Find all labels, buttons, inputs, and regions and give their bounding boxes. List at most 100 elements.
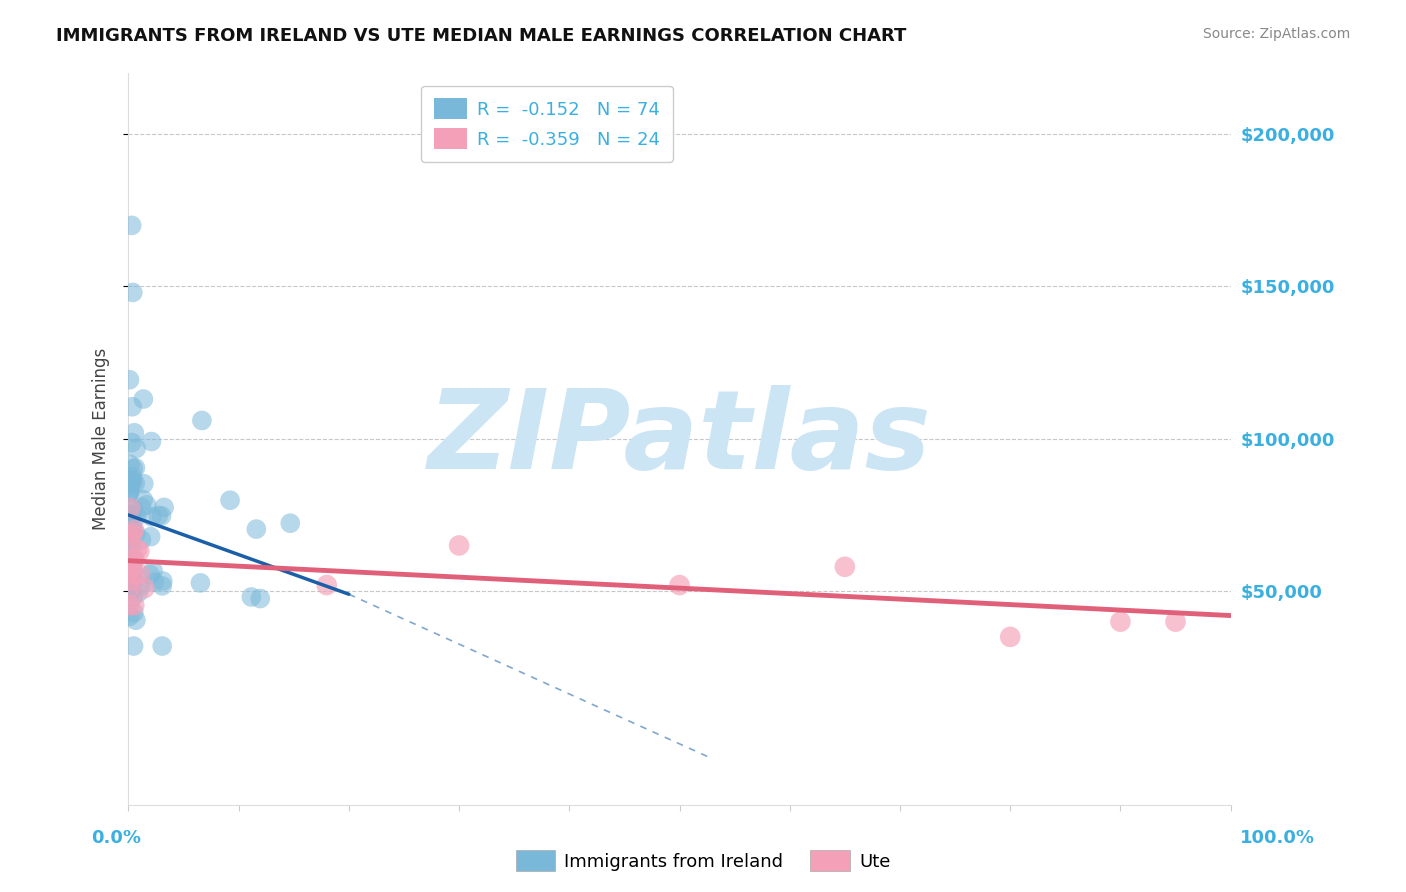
Point bbox=[125, 509, 148, 524]
Point bbox=[315, 578, 337, 592]
Point bbox=[125, 613, 148, 627]
Point bbox=[122, 564, 145, 578]
Point bbox=[190, 575, 212, 590]
Point bbox=[122, 461, 145, 475]
Point bbox=[1109, 615, 1132, 629]
Point bbox=[122, 606, 145, 620]
Point bbox=[120, 560, 142, 574]
Point bbox=[150, 639, 173, 653]
Point bbox=[998, 630, 1021, 644]
Point bbox=[120, 566, 142, 581]
Point bbox=[122, 590, 145, 604]
Point bbox=[131, 500, 153, 515]
Point bbox=[118, 564, 141, 578]
Point bbox=[124, 476, 146, 491]
Point bbox=[118, 528, 141, 542]
Point bbox=[118, 373, 141, 387]
Point bbox=[128, 544, 150, 558]
Point bbox=[118, 574, 141, 588]
Point bbox=[141, 434, 163, 449]
Point bbox=[125, 542, 148, 557]
Point bbox=[121, 285, 143, 300]
Point bbox=[135, 498, 157, 512]
Point bbox=[118, 485, 141, 500]
Point bbox=[129, 578, 152, 592]
Text: ZIPatlas: ZIPatlas bbox=[427, 385, 931, 492]
Point bbox=[249, 591, 271, 606]
Point bbox=[120, 508, 142, 522]
Point bbox=[148, 508, 170, 523]
Point bbox=[122, 639, 145, 653]
Point bbox=[120, 501, 142, 516]
Point bbox=[1164, 615, 1187, 629]
Point bbox=[118, 581, 141, 595]
Point bbox=[127, 585, 149, 599]
Point bbox=[121, 435, 143, 450]
Point bbox=[143, 575, 166, 590]
Point bbox=[118, 485, 141, 500]
Point bbox=[121, 400, 143, 414]
Point bbox=[125, 527, 148, 541]
Point bbox=[118, 552, 141, 566]
Point bbox=[118, 484, 141, 499]
Point bbox=[668, 578, 690, 592]
Point bbox=[120, 508, 142, 522]
Point bbox=[120, 480, 142, 494]
Point bbox=[219, 493, 242, 508]
Legend: R =  -0.152   N = 74, R =  -0.359   N = 24: R = -0.152 N = 74, R = -0.359 N = 24 bbox=[422, 86, 673, 161]
Point bbox=[122, 551, 145, 566]
Point bbox=[121, 470, 143, 484]
Point bbox=[449, 538, 471, 552]
Point bbox=[118, 458, 141, 472]
Point bbox=[139, 567, 162, 582]
Point bbox=[150, 579, 173, 593]
Point bbox=[121, 574, 143, 589]
Point bbox=[120, 553, 142, 567]
Point bbox=[834, 559, 856, 574]
Text: 100.0%: 100.0% bbox=[1240, 829, 1315, 847]
Point bbox=[125, 442, 148, 456]
Point bbox=[122, 503, 145, 517]
Point bbox=[120, 558, 142, 572]
Point bbox=[120, 501, 142, 516]
Point bbox=[191, 413, 214, 427]
Point bbox=[122, 523, 145, 537]
Point bbox=[245, 522, 267, 536]
Point bbox=[132, 476, 155, 491]
Point bbox=[120, 476, 142, 491]
Point bbox=[121, 219, 143, 233]
Point bbox=[118, 529, 141, 543]
Point bbox=[121, 520, 143, 534]
Text: Source: ZipAtlas.com: Source: ZipAtlas.com bbox=[1202, 27, 1350, 41]
Point bbox=[240, 590, 263, 604]
Point bbox=[150, 508, 173, 523]
Point bbox=[121, 475, 143, 490]
Point bbox=[121, 574, 143, 589]
Y-axis label: Median Male Earnings: Median Male Earnings bbox=[93, 348, 110, 530]
Point bbox=[121, 473, 143, 487]
Point bbox=[132, 492, 155, 507]
Point bbox=[132, 392, 155, 406]
Point bbox=[118, 558, 141, 572]
Point bbox=[131, 533, 153, 547]
Legend: Immigrants from Ireland, Ute: Immigrants from Ireland, Ute bbox=[509, 843, 897, 879]
Point bbox=[121, 526, 143, 541]
Point bbox=[121, 538, 143, 552]
Point bbox=[118, 577, 141, 591]
Point bbox=[152, 574, 174, 588]
Text: IMMIGRANTS FROM IRELAND VS UTE MEDIAN MALE EARNINGS CORRELATION CHART: IMMIGRANTS FROM IRELAND VS UTE MEDIAN MA… bbox=[56, 27, 907, 45]
Point bbox=[122, 599, 145, 613]
Point bbox=[124, 425, 146, 440]
Point bbox=[118, 599, 141, 613]
Point bbox=[124, 460, 146, 475]
Point bbox=[121, 508, 143, 523]
Point bbox=[153, 500, 176, 515]
Point bbox=[120, 531, 142, 545]
Point bbox=[278, 516, 301, 531]
Point bbox=[122, 566, 145, 581]
Point bbox=[129, 567, 152, 582]
Point bbox=[139, 530, 162, 544]
Point bbox=[120, 546, 142, 560]
Point bbox=[134, 581, 156, 595]
Point bbox=[120, 524, 142, 538]
